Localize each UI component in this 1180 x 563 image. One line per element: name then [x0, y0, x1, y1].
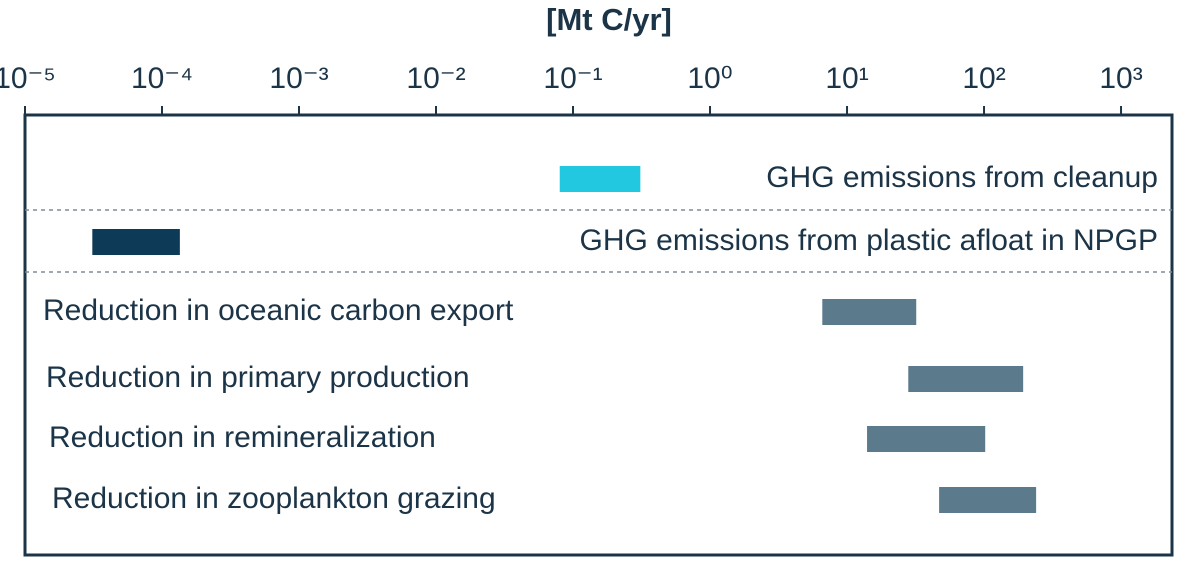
category-label: Reduction in primary production	[46, 361, 470, 394]
category-label: Reduction in remineralization	[49, 421, 436, 454]
range-bar	[867, 426, 986, 452]
category-label: GHG emissions from plastic afloat in NPG…	[579, 224, 1158, 257]
category-label: Reduction in oceanic carbon export	[43, 294, 514, 327]
x-tick-label: 10⁻²	[406, 62, 465, 95]
x-tick-label: 10¹	[825, 62, 868, 95]
x-tick-label: 10³	[1099, 62, 1142, 95]
chart-title: [Mt C/yr]	[546, 2, 672, 37]
x-tick-label: 10⁻³	[269, 62, 328, 95]
x-tick-label: 10⁻⁴	[131, 62, 193, 95]
category-label: GHG emissions from cleanup	[766, 161, 1158, 194]
range-bar	[92, 229, 180, 255]
category-label: Reduction in zooplankton grazing	[52, 482, 496, 515]
range-bar	[908, 366, 1024, 392]
x-tick-label: 10⁻⁵	[0, 62, 56, 95]
range-bar	[939, 487, 1037, 513]
range-bar	[822, 299, 917, 325]
x-tick-label: 10⁰	[687, 62, 732, 95]
range-bar	[559, 166, 641, 192]
x-tick-label: 10²	[962, 62, 1005, 95]
x-tick-label: 10⁻¹	[543, 62, 602, 95]
plot-frame	[23, 113, 1174, 557]
